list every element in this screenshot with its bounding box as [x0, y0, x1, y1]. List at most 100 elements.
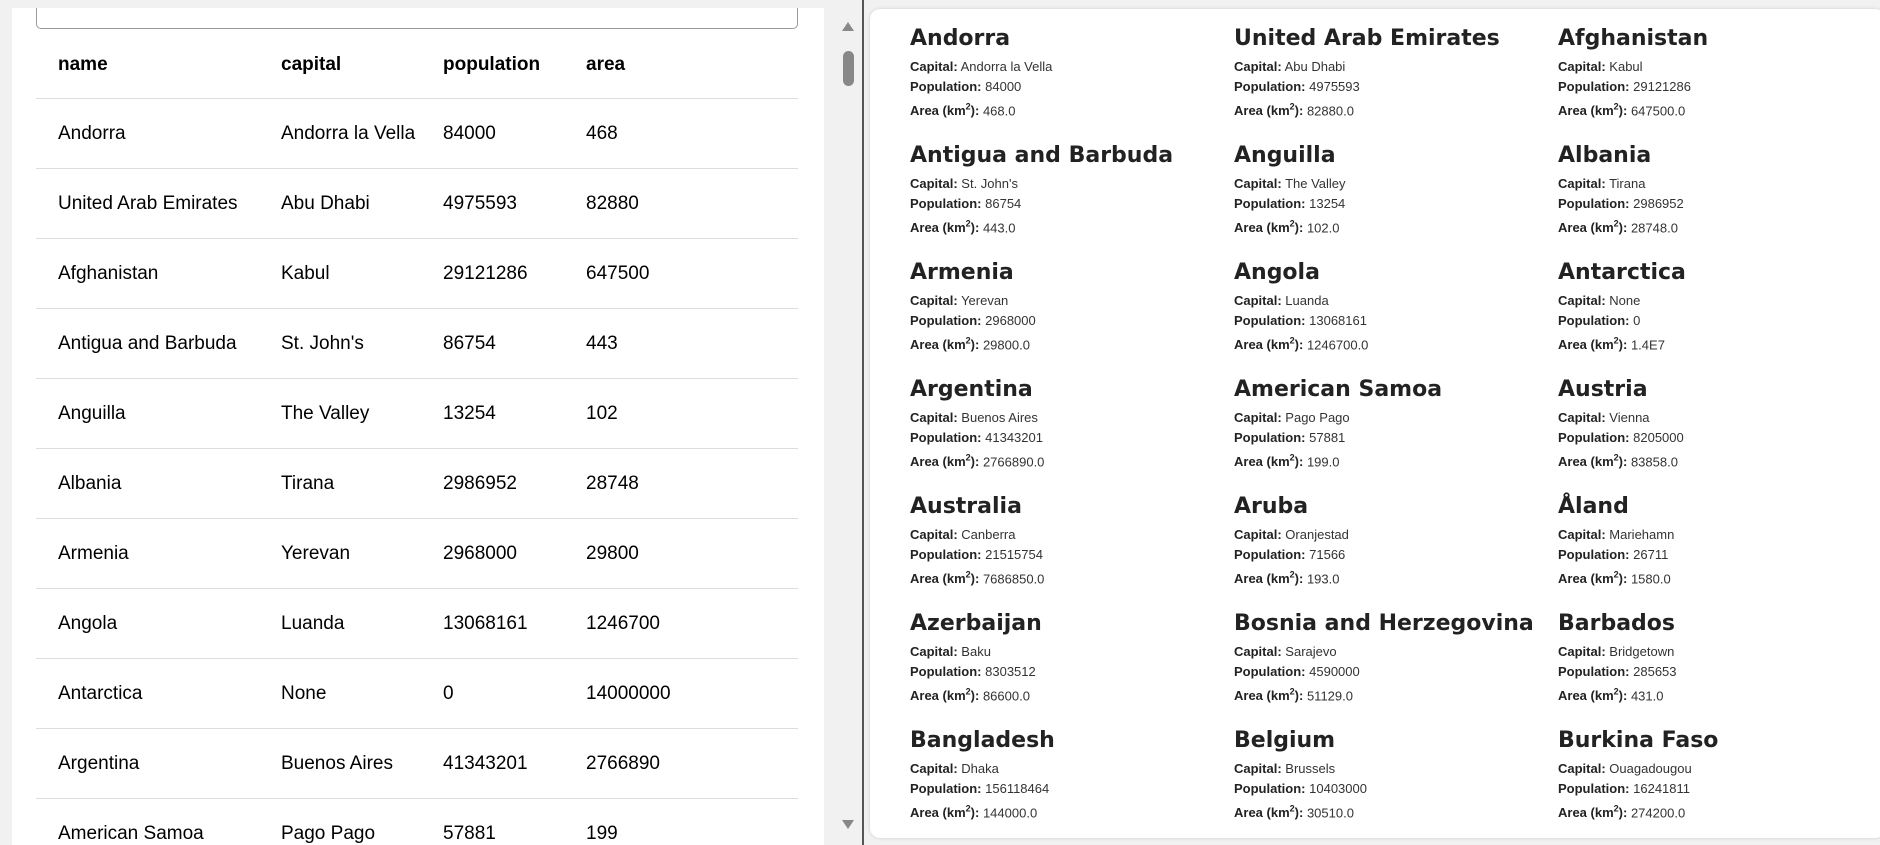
population-line: Population: 10403000: [1234, 779, 1558, 799]
capital-value: Baku: [961, 644, 991, 659]
scrollbar-thumb[interactable]: [843, 51, 854, 86]
population-line: Population: 41343201: [910, 428, 1234, 448]
area-label-text: Area (km: [1234, 454, 1290, 470]
population-value: 21515754: [985, 547, 1043, 562]
capital-value: Abu Dhabi: [1284, 59, 1346, 74]
area-sup: 2: [965, 219, 971, 229]
country-name: Barbados: [1558, 611, 1676, 636]
area-sup: 2: [1613, 804, 1619, 814]
capital-line: Capital: Brussels: [1234, 759, 1558, 779]
area-value: 1580.0: [1630, 571, 1671, 587]
area-label-text: Area (km: [1558, 688, 1614, 704]
country-card: Albania Capital: Tirana Population: 2986…: [1558, 138, 1880, 255]
scroll-up-icon[interactable]: [842, 22, 854, 31]
cell-area: 82880: [564, 168, 798, 239]
population-line: Population: 8303512: [910, 662, 1234, 682]
column-header-area[interactable]: area: [564, 32, 798, 99]
capital-value: None: [1609, 293, 1641, 308]
population-value: 29121286: [1633, 79, 1691, 94]
cell-population: 86754: [421, 308, 564, 379]
area-label: Area (km2):: [1558, 570, 1627, 586]
area-sup: 2: [1289, 102, 1295, 112]
cell-population: 2968000: [421, 518, 564, 589]
country-card: Aruba Capital: Oranjestad Population: 71…: [1234, 489, 1558, 606]
population-value: 26711: [1633, 547, 1669, 562]
area-label-end: ):: [1294, 805, 1304, 821]
capital-label: Capital:: [910, 176, 958, 191]
area-label-text: Area (km: [910, 571, 966, 587]
area-value: 199.0: [1306, 454, 1340, 470]
population-line: Population: 0: [1558, 311, 1880, 331]
country-name: Anguilla: [1234, 143, 1336, 168]
cell-area: 443: [564, 308, 798, 379]
area-value: 51129.0: [1306, 688, 1353, 704]
capital-line: Capital: Tirana: [1558, 174, 1880, 194]
country-card: United Arab Emirates Capital: Abu Dhabi …: [1234, 21, 1558, 138]
column-header-name[interactable]: name: [36, 32, 259, 99]
population-value: 285653: [1633, 664, 1677, 679]
population-label: Population:: [910, 430, 982, 445]
area-sup: 2: [1613, 219, 1619, 229]
area-label: Area (km2):: [1558, 453, 1627, 469]
capital-value: Vienna: [1609, 410, 1650, 425]
country-name: Burkina Faso: [1558, 728, 1719, 753]
area-sup: 2: [965, 570, 971, 580]
area-label-text: Area (km: [1234, 688, 1290, 704]
population-label: Population:: [1558, 664, 1630, 679]
filter-input[interactable]: [36, 8, 798, 29]
area-sup: 2: [1289, 453, 1295, 463]
country-name: Azerbaijan: [910, 611, 1042, 636]
population-value: 13068161: [1309, 313, 1367, 328]
capital-value: Yerevan: [961, 293, 1009, 308]
area-line: Area (km2): 1580.0: [1558, 565, 1880, 589]
column-header-population[interactable]: population: [421, 32, 564, 99]
area-sup: 2: [1289, 336, 1295, 346]
pane-divider[interactable]: [862, 0, 864, 845]
area-value: 144000.0: [982, 805, 1038, 821]
area-label-text: Area (km: [1234, 571, 1290, 587]
population-label: Population:: [1234, 664, 1306, 679]
cell-name: American Samoa: [36, 798, 259, 845]
scrollbar[interactable]: [836, 8, 862, 845]
area-label: Area (km2):: [910, 804, 979, 821]
population-line: Population: 2968000: [910, 311, 1234, 331]
country-name: Belgium: [1234, 728, 1336, 753]
area-line: Area (km2): 443.0: [910, 214, 1234, 238]
area-value: 30510.0: [1306, 805, 1354, 821]
area-sup: 2: [965, 336, 971, 346]
country-card: Azerbaijan Capital: Baku Population: 830…: [910, 606, 1234, 723]
area-label-end: ):: [1294, 571, 1304, 587]
capital-line: Capital: Luanda: [1234, 291, 1558, 311]
table-row: Antarctica None 0 14000000: [36, 658, 798, 729]
cell-capital: Yerevan: [259, 518, 421, 589]
country-card: Burkina Faso Capital: Ouagadougou Popula…: [1558, 723, 1880, 838]
cell-name: Antarctica: [36, 658, 259, 729]
area-value: 102.0: [1306, 220, 1340, 236]
area-value: 28748.0: [1630, 220, 1678, 236]
capital-line: Capital: Ouagadougou: [1558, 759, 1880, 779]
cell-name: Armenia: [36, 518, 259, 589]
country-card: Antarctica Capital: None Population: 0 A…: [1558, 255, 1880, 372]
country-card: Belgium Capital: Brussels Population: 10…: [1234, 723, 1558, 838]
table-row: Andorra Andorra la Vella 84000 468: [36, 98, 798, 169]
country-name: United Arab Emirates: [1234, 26, 1500, 51]
area-sup: 2: [965, 804, 971, 814]
country-card: Barbados Capital: Bridgetown Population:…: [1558, 606, 1880, 723]
cell-area: 1246700: [564, 588, 798, 659]
cell-area: 468: [564, 98, 798, 169]
country-name: Bosnia and Herzegovina: [1234, 611, 1534, 636]
country-name: Angola: [1234, 260, 1320, 285]
capital-label: Capital:: [1558, 410, 1606, 425]
population-line: Population: 16241811: [1558, 779, 1880, 799]
country-card: Anguilla Capital: The Valley Population:…: [1234, 138, 1558, 255]
country-card: Afghanistan Capital: Kabul Population: 2…: [1558, 21, 1880, 138]
area-line: Area (km2): 193.0: [1234, 565, 1558, 589]
capital-value: Dhaka: [961, 761, 999, 776]
area-line: Area (km2): 51129.0: [1234, 682, 1558, 706]
area-label-text: Area (km: [910, 805, 966, 821]
population-line: Population: 4975593: [1234, 77, 1558, 97]
capital-value: The Valley: [1285, 176, 1346, 191]
area-label-end: ):: [1618, 805, 1628, 821]
column-header-capital[interactable]: capital: [259, 32, 421, 99]
scroll-down-icon[interactable]: [842, 820, 854, 829]
